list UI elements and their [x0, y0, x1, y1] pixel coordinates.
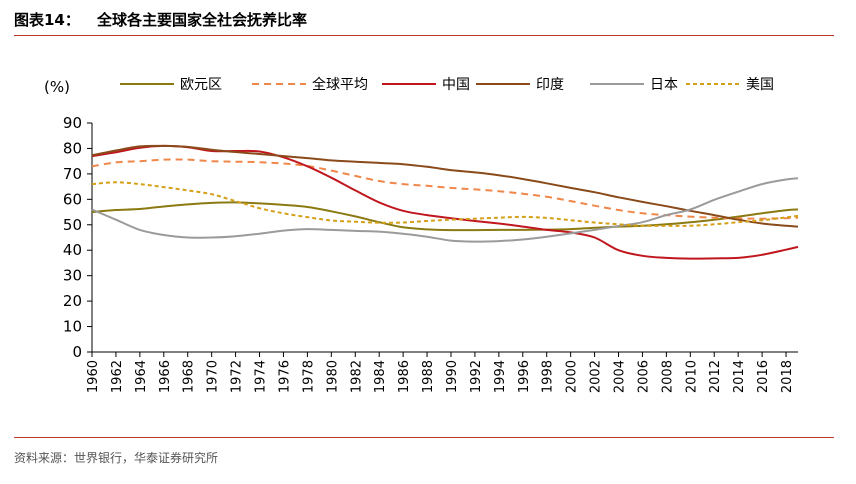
- series-line-印度: [91, 144, 799, 228]
- source-note: 资料来源：世界银行，华泰证券研究所: [14, 451, 219, 465]
- legend-label: 日本: [650, 77, 678, 93]
- legend-label: 欧元区: [180, 77, 222, 93]
- y-tick-label: 40: [63, 241, 82, 259]
- series-line-中国: [91, 144, 799, 260]
- x-tick-label: 1968: [182, 360, 197, 393]
- figure-header: 图表14： 全球各主要国家全社会抚养比率: [4, 7, 844, 37]
- x-tick-label: 2014: [732, 360, 747, 393]
- x-tick-label: 1978: [301, 360, 316, 393]
- x-tick-label: 1980: [325, 360, 340, 393]
- x-tick-label: 1988: [421, 360, 436, 393]
- x-tick-label: 2000: [565, 360, 580, 393]
- y-tick-label: 70: [63, 165, 82, 183]
- y-tick-label: 90: [63, 114, 82, 132]
- y-tick-label: 10: [63, 318, 82, 336]
- series-line-美国: [91, 181, 799, 227]
- y-tick-label: 60: [63, 190, 82, 208]
- x-tick-label: 2004: [613, 360, 628, 393]
- x-tick-label: 1992: [469, 360, 484, 393]
- legend-label: 美国: [746, 77, 774, 93]
- figure-label: 图表14：: [14, 11, 80, 29]
- x-tick-label: 1964: [134, 360, 149, 393]
- x-tick-label: 2012: [708, 360, 723, 393]
- x-tick-label: 2002: [589, 360, 604, 393]
- footer-divider: [14, 437, 834, 438]
- x-tick-label: 1996: [517, 360, 532, 393]
- series-layer: [91, 144, 799, 260]
- x-tick-label: 1960: [86, 360, 101, 393]
- y-tick-label: 30: [63, 267, 82, 285]
- y-tick-label: 20: [63, 292, 82, 310]
- series-line-欧元区: [91, 201, 799, 232]
- x-tick-label: 2008: [660, 360, 675, 393]
- x-tick-label: 1982: [349, 360, 364, 393]
- x-tick-label: 1962: [110, 360, 125, 393]
- y-tick-label: 80: [63, 139, 82, 157]
- x-tick-label: 1986: [397, 360, 412, 393]
- y-axis-unit-label: (%): [44, 78, 70, 96]
- x-axis: 1960 1962 1964 1966 1968 1970 1972 1974 1976 1978…: [86, 351, 798, 393]
- x-tick-label: 1998: [541, 360, 556, 393]
- y-tick-label: 50: [63, 216, 82, 234]
- legend-label: 全球平均: [312, 76, 368, 93]
- x-tick-label: 1976: [277, 360, 292, 393]
- x-tick-label: 1994: [493, 360, 508, 393]
- x-tick-label: 1966: [158, 360, 173, 393]
- y-axis: 0 10 20 30 40 50 60 70 80 90: [63, 114, 93, 361]
- figure-title: 全球各主要国家全社会抚养比率: [97, 11, 308, 29]
- x-tick-label: 1974: [254, 360, 269, 393]
- legend-label: 印度: [536, 77, 564, 93]
- x-tick-label: 1972: [230, 360, 245, 393]
- x-tick-label: 2016: [756, 360, 771, 393]
- series-line-日本: [91, 177, 799, 243]
- series-line-全球平均: [91, 158, 799, 220]
- chart-legend: 欧元区 全球平均 中国 印度 日本 美国: [120, 76, 774, 93]
- x-tick-label: 2018: [780, 360, 795, 393]
- header-divider: [14, 35, 834, 36]
- y-tick-label: 0: [72, 343, 82, 361]
- x-tick-label: 1984: [373, 360, 388, 393]
- x-tick-label: 1970: [206, 360, 221, 393]
- x-tick-label: 2006: [636, 360, 651, 393]
- x-tick-label: 1990: [445, 360, 460, 393]
- x-tick-label: 2010: [684, 360, 699, 393]
- dependency-ratio-line-chart: 欧元区 全球平均 中国 印度 日本 美国 (%) 0102030405060708090 …: [44, 76, 799, 393]
- legend-label: 中国: [442, 77, 470, 93]
